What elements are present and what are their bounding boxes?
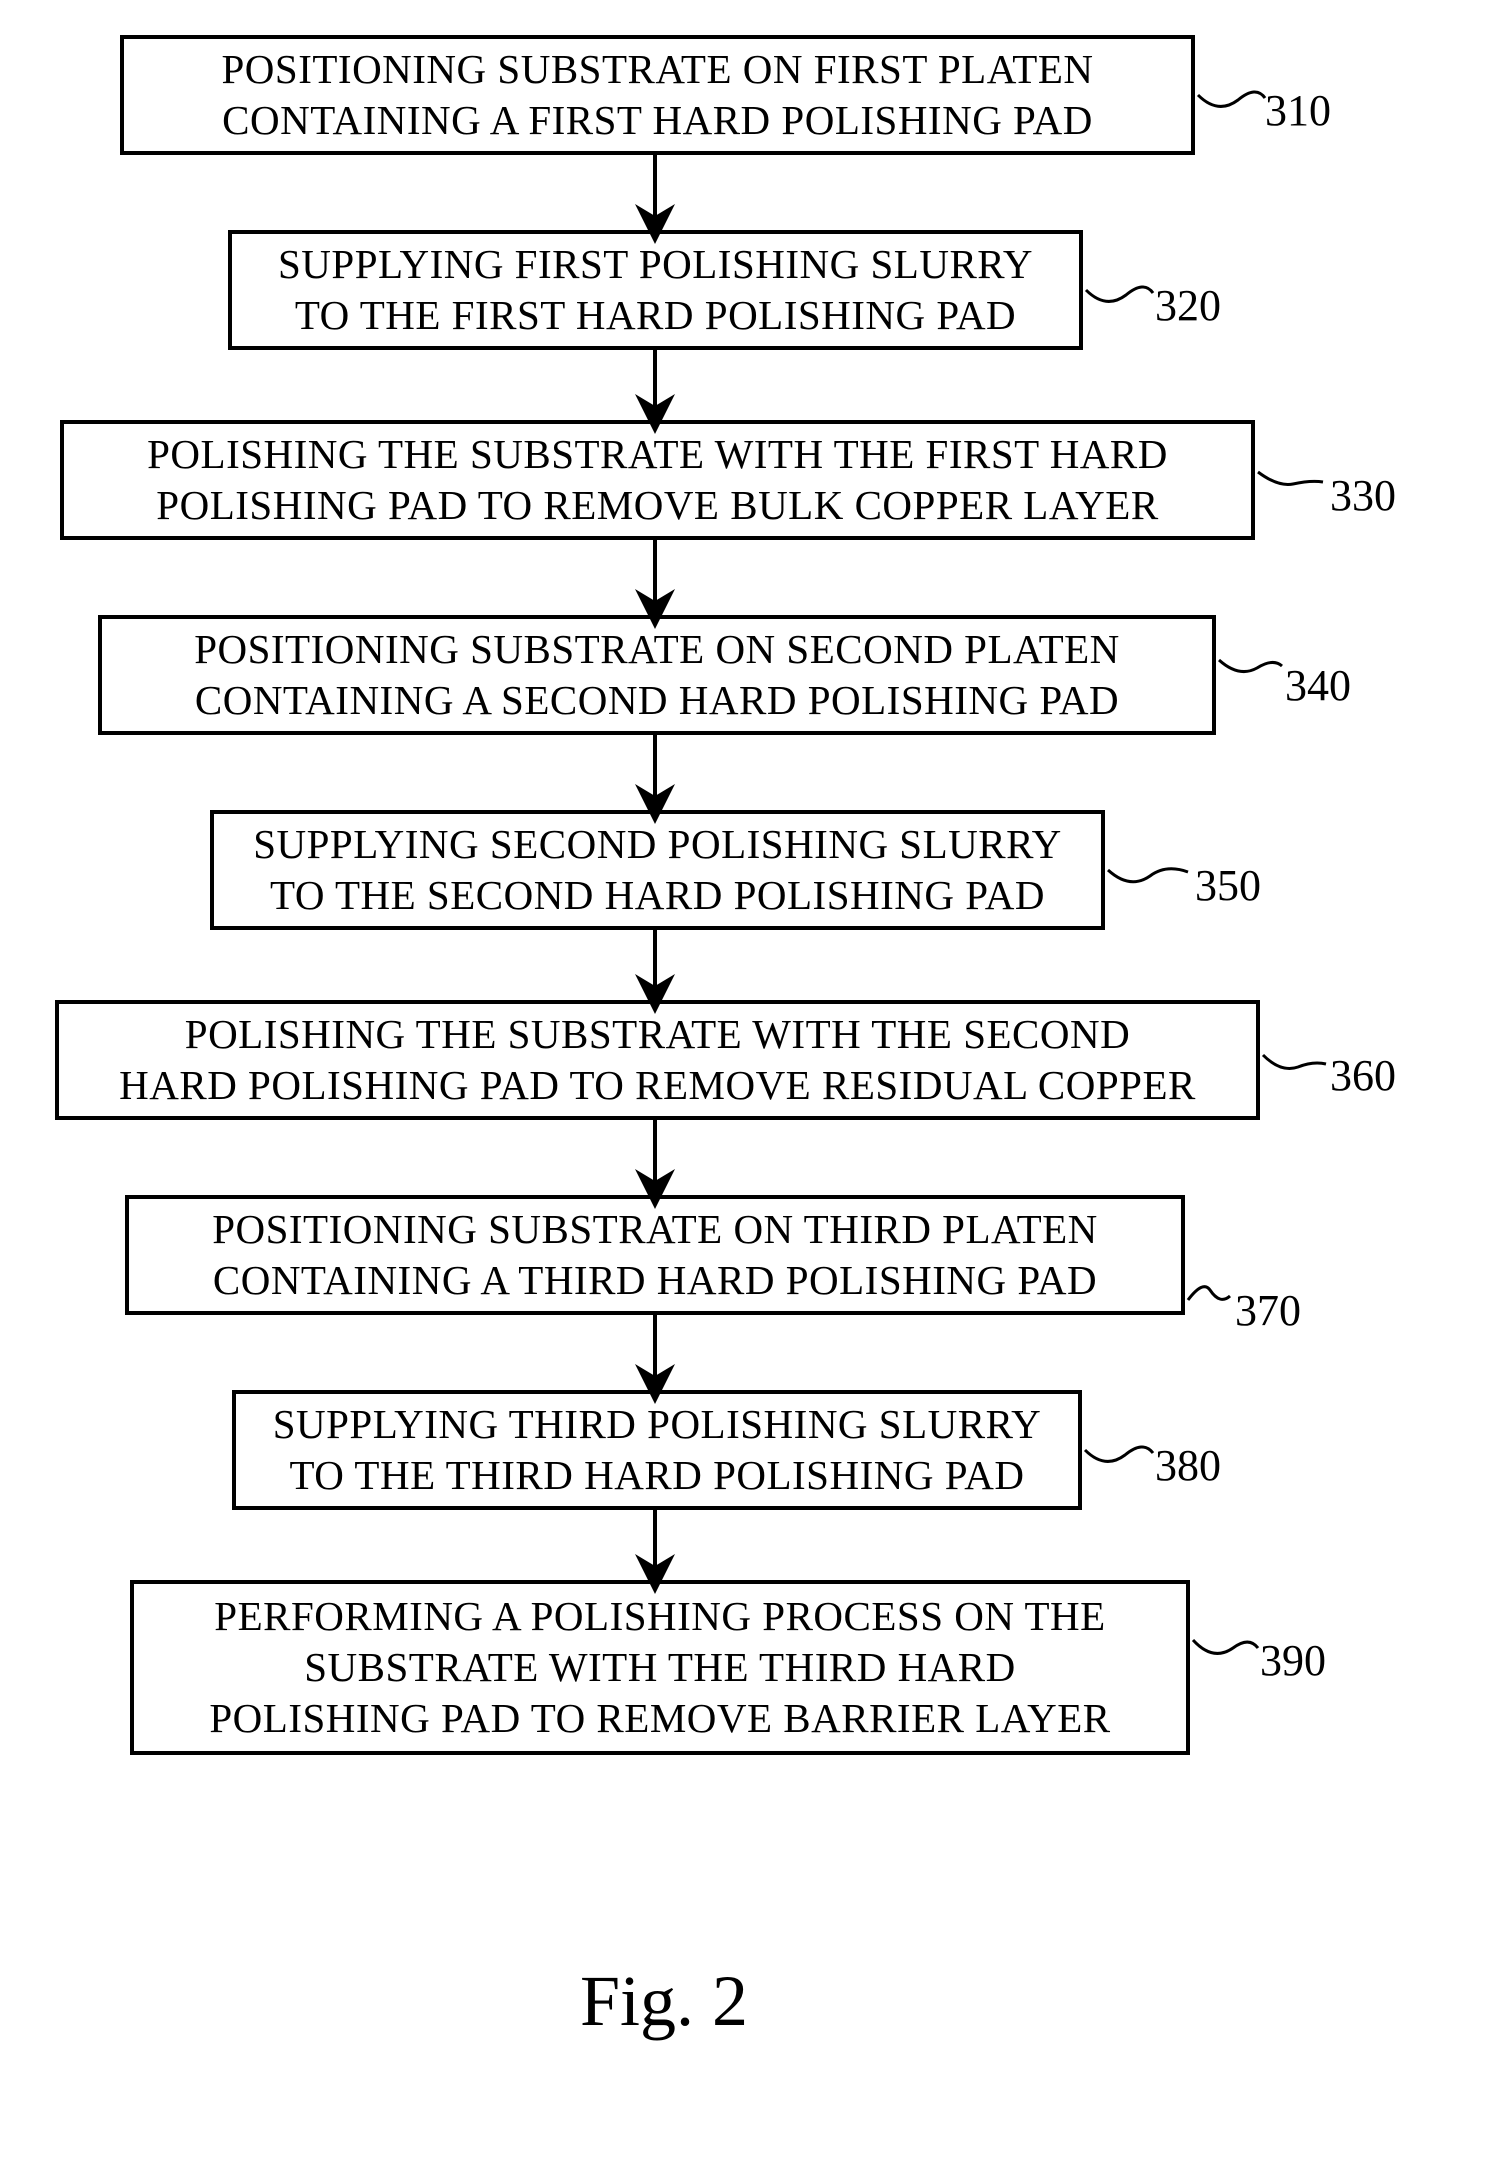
label-connector-n350 xyxy=(1108,869,1188,882)
flowchart-canvas: POSITIONING SUBSTRATE ON FIRST PLATENCON… xyxy=(0,0,1492,2174)
flow-step-text: POSITIONING SUBSTRATE ON THIRD PLATENCON… xyxy=(212,1204,1098,1307)
label-connector-n340 xyxy=(1219,660,1282,672)
flow-step-320: SUPPLYING FIRST POLISHING SLURRYTO THE F… xyxy=(228,230,1083,350)
ref-label-310: 310 xyxy=(1265,85,1331,136)
label-connector-n330 xyxy=(1258,472,1323,485)
flow-step-text: SUPPLYING SECOND POLISHING SLURRYTO THE … xyxy=(253,819,1062,922)
ref-label-330: 330 xyxy=(1330,470,1396,521)
ref-label-360: 360 xyxy=(1330,1050,1396,1101)
flow-step-330: POLISHING THE SUBSTRATE WITH THE FIRST H… xyxy=(60,420,1255,540)
ref-label-320: 320 xyxy=(1155,280,1221,331)
flow-step-text: POSITIONING SUBSTRATE ON SECOND PLATENCO… xyxy=(194,624,1120,727)
flow-step-text: PERFORMING A POLISHING PROCESS ON THESUB… xyxy=(209,1591,1110,1745)
figure-caption: Fig. 2 xyxy=(580,1960,748,2043)
ref-label-390: 390 xyxy=(1260,1635,1326,1686)
ref-label-350: 350 xyxy=(1195,860,1261,911)
flow-step-310: POSITIONING SUBSTRATE ON FIRST PLATENCON… xyxy=(120,35,1195,155)
flow-step-380: SUPPLYING THIRD POLISHING SLURRYTO THE T… xyxy=(232,1390,1082,1510)
flow-step-text: SUPPLYING FIRST POLISHING SLURRYTO THE F… xyxy=(278,239,1033,342)
label-connector-n360 xyxy=(1263,1055,1326,1069)
label-connector-n370 xyxy=(1188,1287,1230,1300)
label-connector-n310 xyxy=(1198,92,1265,106)
flow-step-350: SUPPLYING SECOND POLISHING SLURRYTO THE … xyxy=(210,810,1105,930)
flow-step-text: SUPPLYING THIRD POLISHING SLURRYTO THE T… xyxy=(273,1399,1042,1502)
flow-step-text: POLISHING THE SUBSTRATE WITH THE FIRST H… xyxy=(147,429,1168,532)
ref-label-380: 380 xyxy=(1155,1440,1221,1491)
ref-label-340: 340 xyxy=(1285,660,1351,711)
label-connector-n380 xyxy=(1085,1447,1153,1461)
label-connector-n390 xyxy=(1193,1640,1258,1653)
flow-step-340: POSITIONING SUBSTRATE ON SECOND PLATENCO… xyxy=(98,615,1216,735)
flow-step-390: PERFORMING A POLISHING PROCESS ON THESUB… xyxy=(130,1580,1190,1755)
flow-step-360: POLISHING THE SUBSTRATE WITH THE SECONDH… xyxy=(55,1000,1260,1120)
ref-label-370: 370 xyxy=(1235,1285,1301,1336)
flow-step-text: POLISHING THE SUBSTRATE WITH THE SECONDH… xyxy=(119,1009,1196,1112)
label-connector-n320 xyxy=(1086,287,1153,301)
flow-step-text: POSITIONING SUBSTRATE ON FIRST PLATENCON… xyxy=(222,44,1094,147)
flow-step-370: POSITIONING SUBSTRATE ON THIRD PLATENCON… xyxy=(125,1195,1185,1315)
